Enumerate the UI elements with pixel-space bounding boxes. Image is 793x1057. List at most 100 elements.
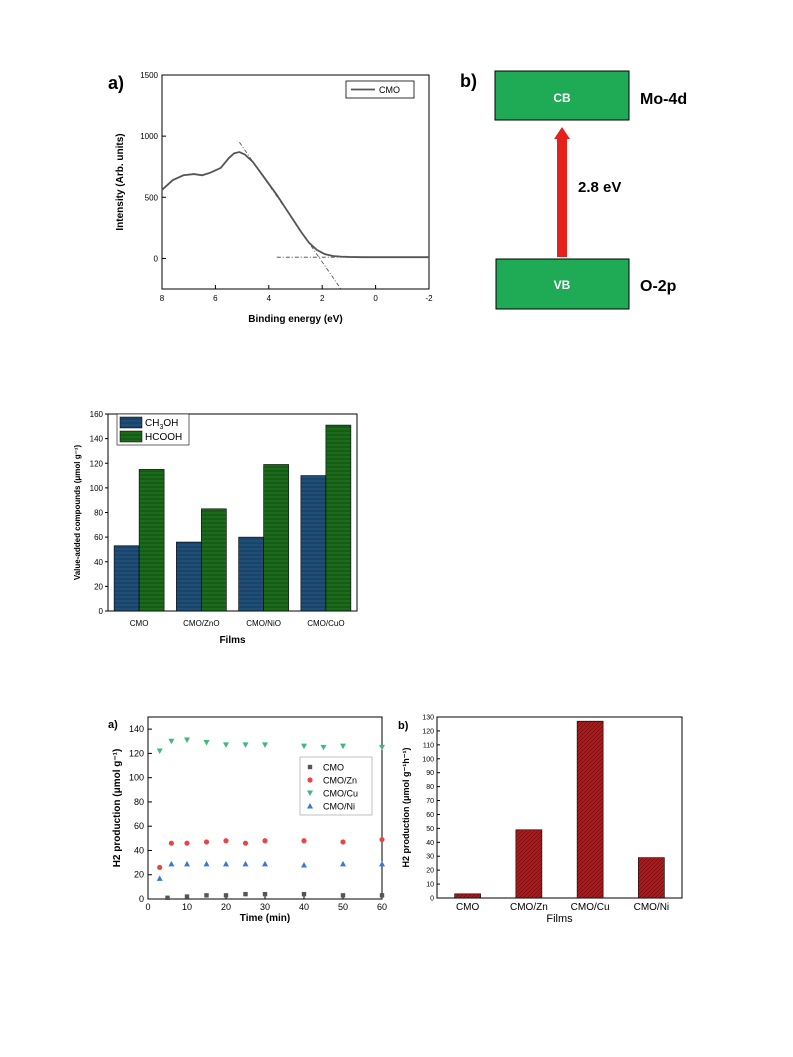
- legend-marker-cmo-ni: [307, 803, 313, 809]
- x-tick-label: 10: [182, 902, 192, 912]
- x-tick-label: 20: [221, 902, 231, 912]
- x-tick-label: 30: [260, 902, 270, 912]
- y-tick-label: 90: [426, 770, 434, 777]
- y-axis-label: H2 production (μmol g⁻¹h⁻¹): [401, 748, 411, 868]
- y-tick-label: 0: [430, 896, 434, 903]
- x-tick-label: 4: [267, 294, 272, 303]
- cb-orbital-label: Mo-4d: [640, 91, 687, 108]
- point-cmo-zn: [379, 836, 385, 843]
- point-cmo: [379, 893, 385, 898]
- xps-chart: a) 0 500 1000 1500 8 6 4 2 0 -2 Binding energy (eV)…: [108, 71, 433, 325]
- h2-rate-chart: b) 0 10 20 30 40 50 60 70 80 90 100 110 120 130 CMO CMO/…: [398, 715, 683, 925]
- point-cmo: [301, 891, 307, 897]
- x-tick-label: CMO/NiO: [246, 619, 281, 628]
- point-cmo-ni: [379, 860, 385, 867]
- point-cmo-cu: [184, 737, 190, 744]
- point-cmo-zn: [262, 838, 268, 844]
- y-tick-label: 60: [94, 533, 103, 542]
- valence-band: [495, 258, 630, 310]
- point-cmo-ni: [203, 860, 210, 867]
- point-cmo-ni: [301, 862, 307, 868]
- h2-time-chart: a) 0 20 40 60 80 100 120 140 0 10 20 30 40 50 60 Time (m…: [108, 716, 387, 924]
- x-axis-label: Time (min): [240, 913, 290, 924]
- vb-label: VB: [554, 278, 571, 292]
- y-tick-label: 70: [426, 798, 434, 805]
- point-cmo-ni: [156, 875, 163, 881]
- point-cmo: [262, 891, 268, 897]
- legend-label-cmo: CMO: [379, 85, 400, 95]
- point-cmo-cu: [301, 743, 307, 750]
- y-tick-label: 20: [426, 868, 434, 875]
- plot-frame: [161, 74, 430, 290]
- point-cmo-zn: [203, 839, 210, 845]
- bar-cmo-ni: [638, 857, 665, 899]
- y-tick-label: 120: [90, 459, 104, 468]
- x-axis-label: Binding energy (eV): [248, 314, 342, 325]
- point-cmo-ni: [168, 860, 175, 867]
- legend-label-cmo-ni: CMO/Ni: [323, 802, 355, 812]
- y-tick-label: 1500: [140, 71, 158, 80]
- panel-b-label: b): [398, 720, 409, 732]
- series-cmo-line: [161, 151, 429, 259]
- x-tick-label: 40: [299, 902, 309, 912]
- point-cmo: [223, 893, 229, 898]
- legend-box: [345, 80, 415, 99]
- point-cmo-cu: [242, 742, 249, 748]
- bar-cmo: [454, 893, 481, 899]
- y-tick-label: 0: [139, 894, 144, 904]
- point-cmo-cu: [340, 743, 346, 750]
- y-tick-label: 1000: [140, 132, 158, 141]
- point-cmo-ni: [262, 860, 268, 867]
- x-tick-label: CMO/Cu: [571, 902, 610, 913]
- panel-a-label: a): [108, 719, 118, 731]
- y-tick-label: 130: [422, 715, 434, 722]
- x-tick-label: CMO/Ni: [634, 902, 670, 913]
- compounds-chart: 0 20 40 60 80 100 120 140 160 CMO CMO/ZnO CMO/NiO CM…: [73, 410, 358, 646]
- point-cmo-cu: [168, 738, 175, 745]
- bar-hcooh-cmo-cuo: [325, 424, 352, 612]
- point-cmo-zn: [223, 838, 229, 844]
- vb-orbital-label: O-2p: [640, 278, 677, 295]
- band-gap-label: 2.8 eV: [578, 179, 621, 196]
- point-cmo-zn: [157, 864, 163, 871]
- y-tick-label: 0: [99, 607, 104, 616]
- panel-b-label: b): [460, 71, 477, 91]
- point-cmo-ni: [242, 860, 249, 867]
- x-tick-label: 8: [160, 294, 165, 303]
- y-tick-label: 100: [90, 484, 104, 493]
- y-tick-label: 50: [426, 826, 434, 833]
- y-tick-label: 40: [94, 558, 103, 567]
- x-tick-label: 60: [377, 902, 387, 912]
- y-tick-label: 140: [90, 435, 104, 444]
- point-cmo-cu: [379, 744, 385, 751]
- y-tick-label: 20: [134, 870, 144, 880]
- x-tick-label: 0: [145, 902, 150, 912]
- point-cmo-ni: [184, 860, 190, 867]
- legend-marker-cmo: [307, 764, 313, 770]
- point-cmo-zn: [242, 840, 249, 846]
- x-tick-label: CMO/Zn: [510, 902, 548, 913]
- y-tick-label: 80: [426, 784, 434, 791]
- y-axis-label: Value-added compounds (μmol g⁻¹): [73, 444, 82, 580]
- y-tick-label: 60: [426, 812, 434, 819]
- y-tick-label: 100: [129, 773, 144, 783]
- cb-label: CB: [553, 91, 571, 105]
- legend-marker-cmo-zn: [307, 777, 313, 783]
- bar-ch3oh-cmo: [113, 545, 140, 612]
- plot-frame: [436, 716, 683, 899]
- y-axis-label: H2 production (μmol g⁻¹): [112, 749, 123, 868]
- bar-ch3oh-cmo-zno: [176, 541, 202, 612]
- point-cmo-cu: [203, 739, 210, 746]
- legend-label-cmo: CMO: [323, 763, 344, 773]
- bar-hcooh-cmo: [138, 469, 165, 612]
- y-tick-label: 30: [426, 854, 434, 861]
- y-tick-label: 120: [129, 748, 144, 758]
- legend-label-cmo-zn: CMO/Zn: [323, 776, 357, 786]
- y-tick-label: 60: [134, 821, 144, 831]
- y-tick-label: 10: [426, 882, 434, 889]
- bar-cmo-zn: [515, 829, 543, 899]
- x-axis-label: Films: [219, 635, 246, 646]
- x-tick-label: 0: [373, 294, 378, 303]
- x-tick-label: 6: [213, 294, 218, 303]
- bar-ch3oh-cmo-nio: [238, 536, 264, 612]
